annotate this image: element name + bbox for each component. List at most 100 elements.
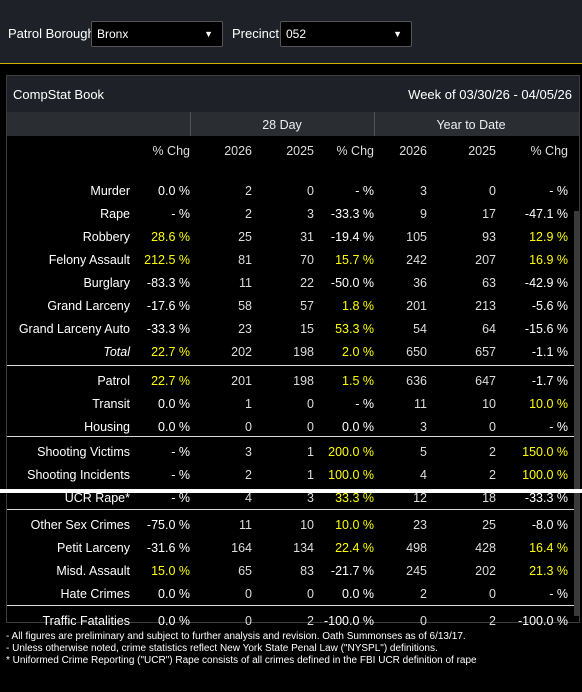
table-cell: 5 xyxy=(420,445,427,459)
table-cell: 17 xyxy=(482,207,496,221)
table-cell: 53.3 % xyxy=(335,322,374,336)
row-label: Transit xyxy=(92,397,130,411)
table-cell: 2 xyxy=(245,184,252,198)
table-cell: 212.5 % xyxy=(144,253,190,267)
table-cell: -33.3 % xyxy=(146,322,190,336)
table-row: Hate Crimes 0.0 % 0 0 0.0 % 2 0 - % xyxy=(7,583,579,606)
table-cell: -1.1 % xyxy=(531,345,568,359)
table-cell: -1.7 % xyxy=(531,374,568,388)
table-row: Grand Larceny Auto -33.3 % 23 15 53.3 % 54 64 -… xyxy=(7,318,579,341)
table-cell: 64 xyxy=(482,322,496,336)
filter-bar: Patrol Borough: Bronx ▼ Precinct: 052 ▼ xyxy=(0,0,582,64)
table-row: Shooting Victims - % 3 1 200.0 % 5 2 150.0 % xyxy=(7,441,579,464)
precinct-select[interactable]: 052 ▼ xyxy=(280,21,412,47)
group-year-to-date: Year to Date xyxy=(436,118,506,132)
column-header: 2025 xyxy=(468,144,496,158)
table-cell: 25 xyxy=(482,518,496,532)
table-cell: 198 xyxy=(293,374,314,388)
table-cell: 657 xyxy=(475,345,496,359)
table-cell: 3 xyxy=(245,445,252,459)
column-header: 2025 xyxy=(286,144,314,158)
table-cell: 83 xyxy=(300,564,314,578)
table-cell: 4 xyxy=(420,468,427,482)
group-divider xyxy=(374,112,375,136)
table-cell: -21.7 % xyxy=(330,564,374,578)
table-cell: 15.7 % xyxy=(335,253,374,267)
table-cell: 2 xyxy=(420,587,427,601)
panel-title: CompStat Book xyxy=(13,87,105,102)
table-cell: 0 xyxy=(489,587,496,601)
table-cell: 18 xyxy=(482,491,496,505)
table-cell: 0.0 % xyxy=(158,587,190,601)
table-row: Robbery 28.6 % 25 31 -19.4 % 105 93 12.9 % xyxy=(7,226,579,249)
row-label: Robbery xyxy=(82,230,130,244)
table-row: Transit 0.0 % 1 0- % 11 10 10.0 % xyxy=(7,393,579,416)
table-cell: 0 xyxy=(245,420,252,434)
table-cell: 0 xyxy=(307,184,314,198)
week-range: Week of 03/30/26 - 04/05/26 xyxy=(408,87,572,102)
table-cell: 3 xyxy=(420,420,427,434)
table-cell: 105 xyxy=(406,230,427,244)
row-label: Rape xyxy=(100,207,130,221)
table-cell: 647 xyxy=(475,374,496,388)
section-divider xyxy=(7,436,579,437)
table-cell: 202 xyxy=(231,345,252,359)
row-label: Hate Crimes xyxy=(60,587,130,601)
table-cell: - % xyxy=(171,207,190,221)
table-cell: 0.0 % xyxy=(342,587,374,601)
table-cell: 3 xyxy=(307,491,314,505)
section-divider xyxy=(7,509,579,510)
borough-label: Patrol Borough: xyxy=(8,26,99,41)
table-cell: 12 xyxy=(413,491,427,505)
table-cell: -75.0 % xyxy=(146,518,190,532)
row-label: Grand Larceny Auto xyxy=(18,322,130,336)
table-cell: - % xyxy=(171,468,190,482)
table-cell: 164 xyxy=(231,541,252,555)
table-cell: 636 xyxy=(406,374,427,388)
table-cell: 10.0 % xyxy=(529,397,568,411)
table-cell: 498 xyxy=(406,541,427,555)
table-cell: 2 xyxy=(307,614,314,628)
row-label: Misd. Assault xyxy=(56,564,130,578)
footnote-line: * Uniformed Crime Reporting ("UCR") Rape… xyxy=(6,655,477,666)
table-cell: - % xyxy=(549,587,568,601)
table-cell: 0 xyxy=(245,587,252,601)
table-cell: 81 xyxy=(238,253,252,267)
table-row: Total 22.7 % 202 198 2.0 % 650 657 -1.1 % xyxy=(7,341,579,364)
table-cell: 1 xyxy=(307,445,314,459)
table-cell: 33.3 % xyxy=(335,491,374,505)
table-cell: 15.0 % xyxy=(151,564,190,578)
table-cell: 0.0 % xyxy=(158,184,190,198)
row-label: Felony Assault xyxy=(48,253,130,267)
table-row: Other Sex Crimes -75.0 % 11 10 10.0 % 23 25 -8.… xyxy=(7,514,579,537)
table-cell: 0 xyxy=(245,614,252,628)
table-cell: 36 xyxy=(413,276,427,290)
borough-select[interactable]: Bronx ▼ xyxy=(91,21,223,47)
section-divider xyxy=(7,605,579,606)
section-divider xyxy=(7,365,579,366)
table-cell: 198 xyxy=(293,345,314,359)
scrollbar[interactable] xyxy=(574,211,579,616)
table-cell: 28.6 % xyxy=(151,230,190,244)
table-cell: - % xyxy=(355,397,374,411)
table-cell: 1.8 % xyxy=(342,299,374,313)
table-cell: 0 xyxy=(489,184,496,198)
table-cell: 150.0 % xyxy=(522,445,568,459)
row-label: Traffic Fatalities xyxy=(42,614,130,628)
table-cell: 650 xyxy=(406,345,427,359)
table-cell: 2 xyxy=(489,445,496,459)
table-cell: - % xyxy=(549,184,568,198)
table-row: Burglary -83.3 % 11 22 -50.0 % 36 63 -42.9 % xyxy=(7,272,579,295)
table-cell: 2 xyxy=(245,207,252,221)
table-cell: -33.3 % xyxy=(524,491,568,505)
table-cell: -33.3 % xyxy=(330,207,374,221)
table-cell: 2.0 % xyxy=(342,345,374,359)
table-cell: 428 xyxy=(475,541,496,555)
table-cell: 0 xyxy=(307,397,314,411)
row-label: Shooting Incidents xyxy=(27,468,130,482)
table-cell: 58 xyxy=(238,299,252,313)
precinct-label: Precinct: xyxy=(232,26,283,41)
table-cell: 21.3 % xyxy=(529,564,568,578)
table-cell: 0.0 % xyxy=(158,420,190,434)
row-label: Murder xyxy=(90,184,130,198)
